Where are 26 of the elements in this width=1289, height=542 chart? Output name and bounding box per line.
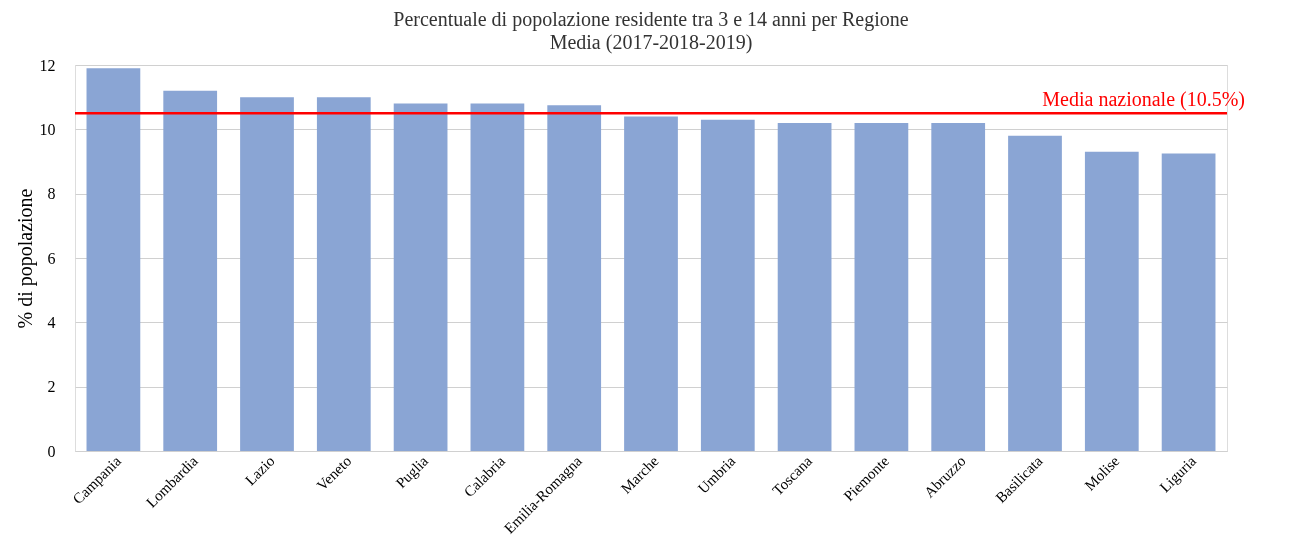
bar	[316, 97, 371, 451]
bar	[624, 116, 678, 451]
y-tick-label: 8	[47, 185, 56, 203]
ref-line-label: Media nazionale (10.5%)	[1042, 88, 1245, 112]
y-tick-label: 0	[47, 442, 56, 460]
y-tick-label: 12	[39, 56, 56, 74]
bar	[163, 90, 218, 451]
chart-subtitle: Media (2017-2018-2019)	[549, 31, 753, 54]
y-tick-label: 10	[39, 120, 56, 138]
bar	[700, 119, 755, 451]
bar	[470, 103, 525, 451]
bar	[777, 122, 832, 451]
y-axis-title: % di popolazione	[13, 188, 37, 329]
bar	[1008, 135, 1062, 451]
bar	[547, 105, 602, 451]
bar	[931, 122, 986, 451]
chart-title: Percentuale di popolazione residente tra 3 e 14 anni per Regione	[393, 8, 909, 31]
bar	[854, 122, 909, 451]
y-tick-label: 6	[47, 249, 56, 267]
y-tick-label: 2	[47, 378, 56, 396]
bar	[1084, 151, 1139, 451]
bar	[86, 68, 141, 451]
bar	[240, 97, 294, 451]
y-tick-label: 4	[47, 313, 56, 331]
bar	[1161, 153, 1216, 451]
bar	[393, 103, 448, 451]
